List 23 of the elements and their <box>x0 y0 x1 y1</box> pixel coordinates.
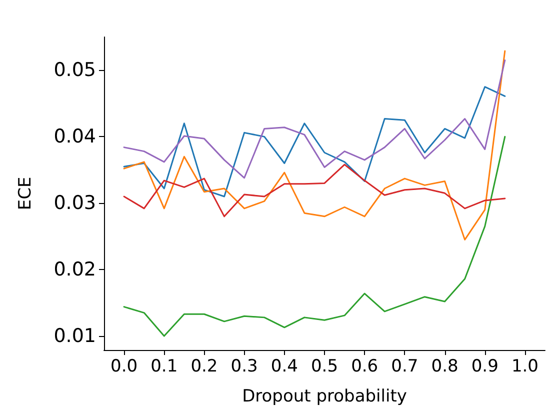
line-series <box>123 86 506 198</box>
x-tick-label: 0.0 <box>110 356 138 376</box>
y-tick-label: 0.05 <box>54 59 96 82</box>
x-axis-title: Dropout probability <box>242 386 407 406</box>
x-tick-label: 0.5 <box>310 356 338 376</box>
x-tick-label: 0.7 <box>391 356 418 376</box>
line-series <box>123 164 506 218</box>
line-series <box>123 60 506 179</box>
line-series <box>123 136 506 337</box>
x-tick-label: 0.3 <box>230 356 258 376</box>
line-series <box>123 50 506 240</box>
y-tick-label: 0.02 <box>54 258 96 281</box>
x-tick-label: 0.4 <box>270 356 298 376</box>
x-tick-label: 0.8 <box>431 356 458 376</box>
x-tick-label: 0.1 <box>150 356 178 376</box>
y-axis-title: ECE <box>16 176 36 210</box>
x-tick-label: 1.0 <box>511 356 538 376</box>
y-tick-label: 0.03 <box>54 192 96 214</box>
y-tick-label: 0.01 <box>54 325 96 348</box>
y-tick-label: 0.04 <box>54 126 96 148</box>
x-tick-label: 0.2 <box>190 356 218 376</box>
x-tick-label: 0.6 <box>351 356 378 376</box>
x-tick-label: 0.9 <box>471 356 498 376</box>
